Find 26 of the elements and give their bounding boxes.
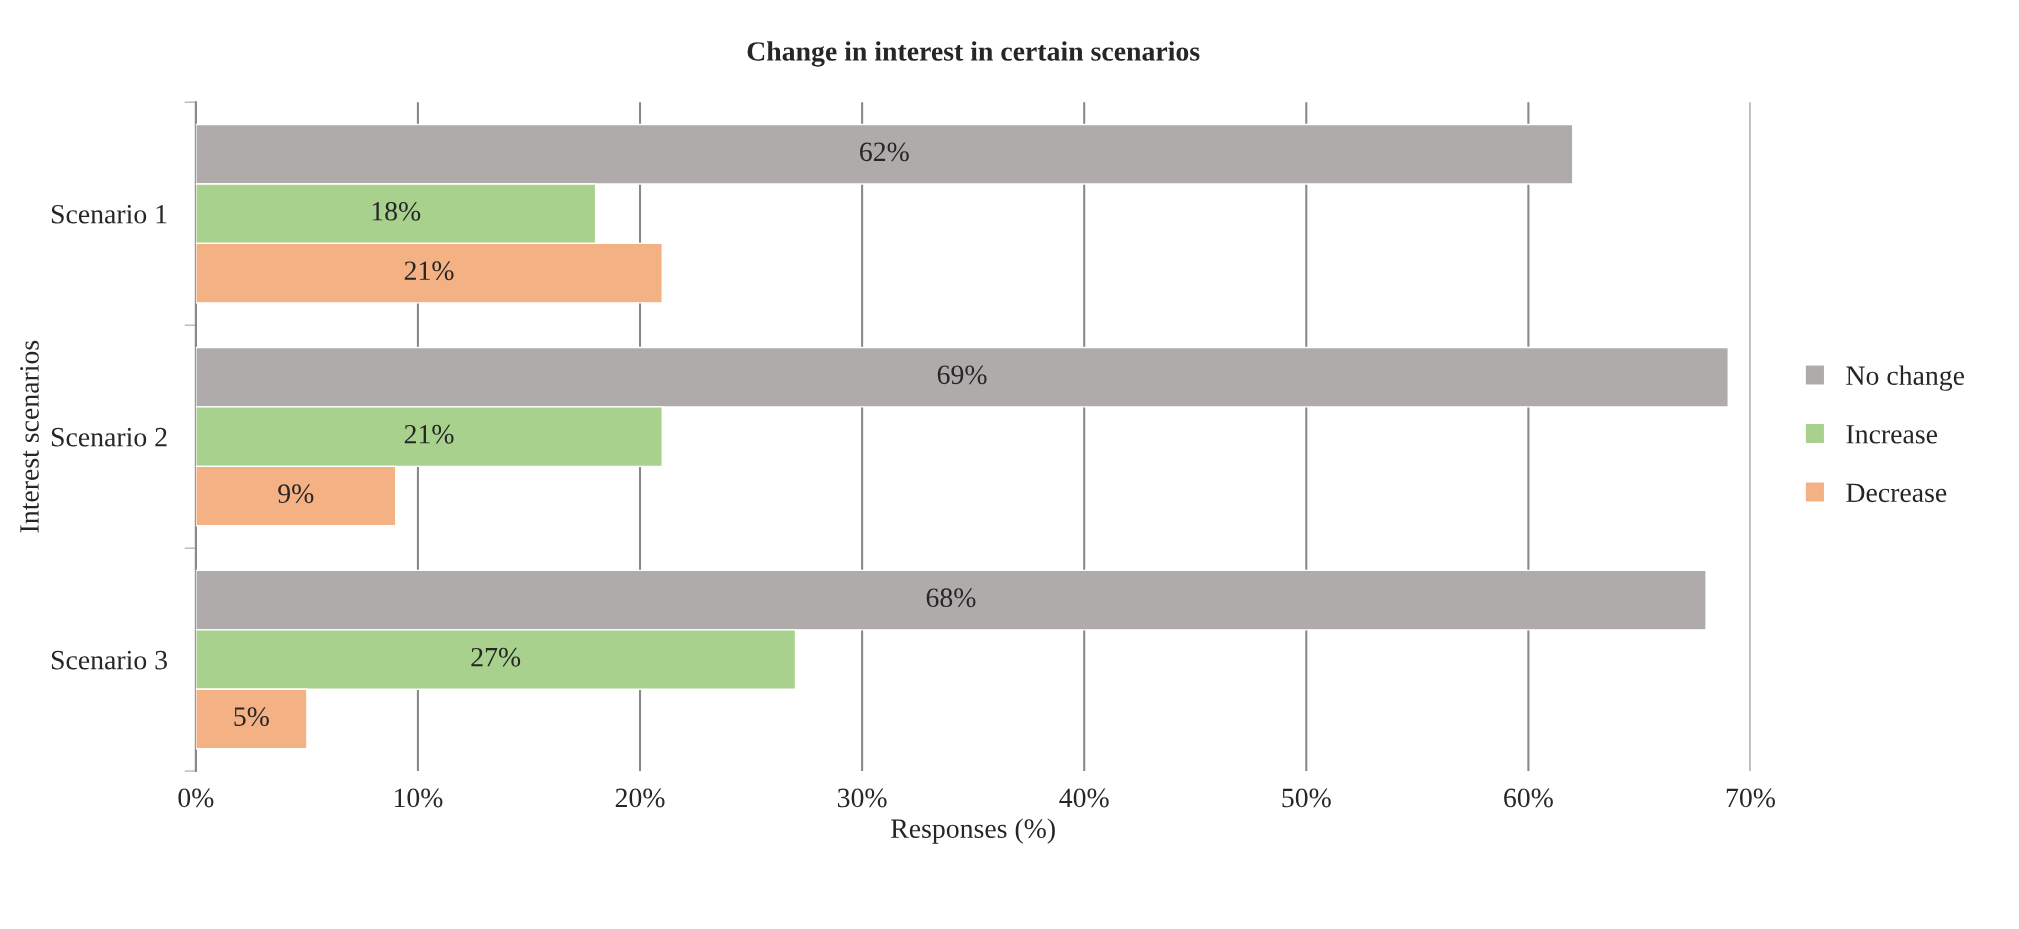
x-tick-label: 60% [1504, 788, 1553, 808]
x-tick-label: 10% [394, 788, 443, 808]
data-label: 62% [860, 142, 909, 162]
x-tick-label: 30% [837, 788, 887, 808]
legend-label: No change [1846, 365, 1965, 391]
data-label: 9% [278, 484, 314, 504]
data-label: 27% [471, 647, 521, 667]
x-tick-label: 20% [615, 788, 665, 808]
x-tick-label: 50% [1282, 788, 1331, 808]
y-tick-label: Scenario 2 [51, 427, 167, 447]
data-label: 5% [234, 707, 269, 727]
x-axis-title: Responses (%) [891, 818, 1055, 844]
y-tick-label: Scenario 3 [51, 650, 167, 670]
data-label: 69% [937, 365, 987, 385]
chart-title: Change in interest in certain scenarios [747, 41, 1200, 67]
data-label: 21% [404, 261, 454, 281]
y-tick-label: Scenario 1 [51, 204, 167, 224]
legend-label: Decrease [1846, 483, 1947, 503]
legend-label: Increase [1846, 425, 1938, 444]
x-tick-label: 0% [178, 788, 214, 808]
y-axis-title: Interest scenarios [20, 340, 39, 533]
data-label: 21% [404, 424, 454, 444]
data-label: 18% [372, 201, 421, 221]
x-tick-label: 40% [1059, 788, 1109, 808]
x-tick-label: 70% [1726, 788, 1775, 808]
data-label: 68% [926, 588, 976, 608]
